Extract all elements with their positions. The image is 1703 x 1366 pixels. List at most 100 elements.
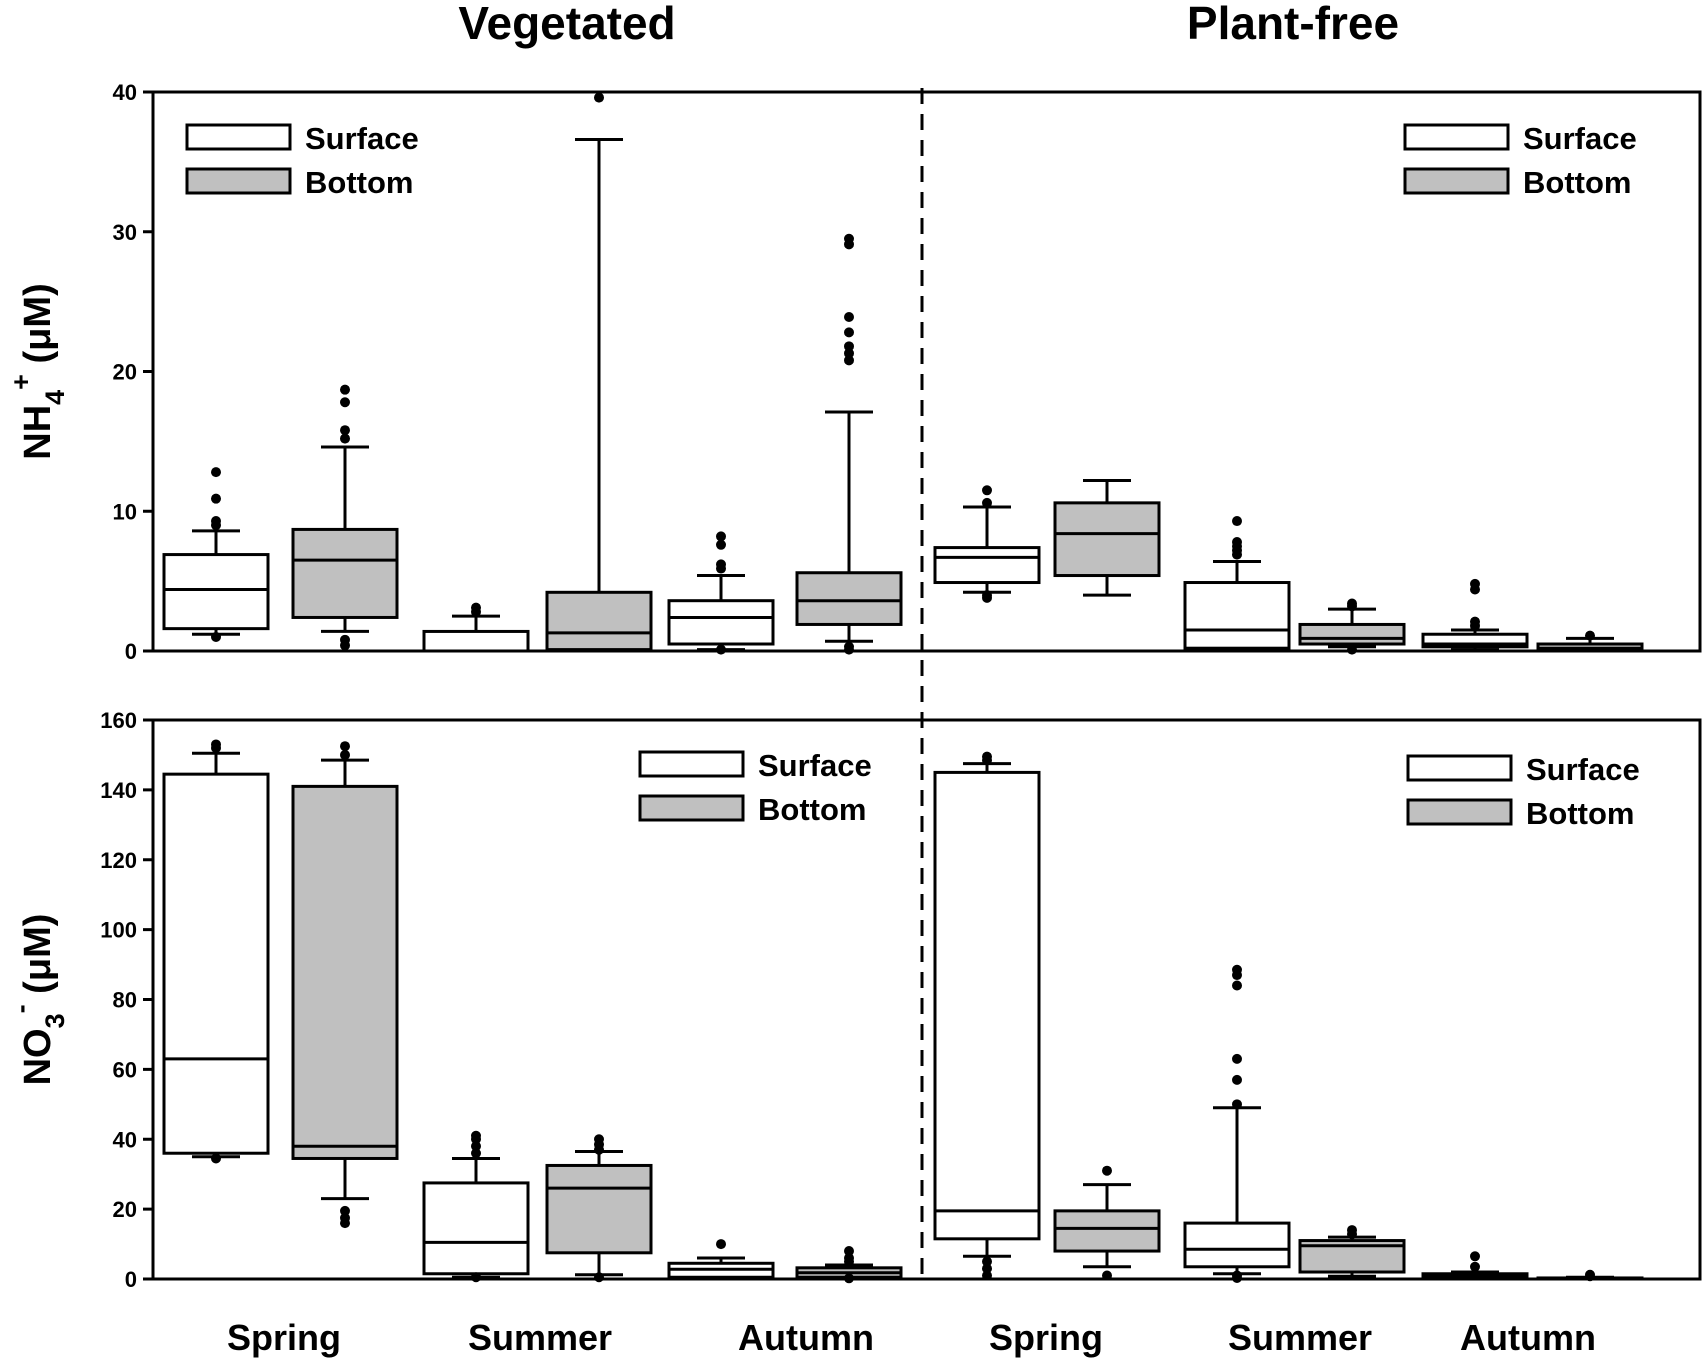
outlier-point	[1347, 1225, 1357, 1236]
box-body	[422, 1181, 530, 1276]
box-no3-vegetated-autumn-bottom	[795, 1246, 903, 1284]
outlier-point	[211, 493, 221, 504]
outlier-point	[844, 233, 854, 244]
y-tick-label-no3: 80	[113, 988, 137, 1013]
outlier-point	[1470, 616, 1480, 627]
outlier-point	[716, 531, 726, 542]
y-tick-label-nh4: 30	[113, 220, 137, 245]
legend-swatch-bottom	[638, 794, 745, 822]
box-nh4-plant-free-autumn-surface	[1421, 578, 1529, 652]
outlier-point	[211, 467, 221, 478]
y-tick-label-nh4: 0	[125, 639, 137, 664]
legend-swatch-surface	[638, 750, 745, 778]
box-body	[422, 629, 530, 653]
outlier-point	[340, 397, 350, 408]
outlier-point	[1232, 516, 1242, 527]
outlier-point	[1470, 1261, 1480, 1272]
legend-swatch-bottom	[185, 167, 292, 195]
outlier-point	[982, 1256, 992, 1267]
box-no3-vegetated-summer-surface	[422, 1130, 530, 1283]
y-tick-label-no3: 100	[100, 918, 137, 943]
y-tick-label-no3: 160	[100, 708, 137, 733]
legend-nh4-left: Surface Bottom	[185, 121, 419, 200]
box-no3-vegetated-summer-bottom	[545, 1134, 653, 1283]
outlier-point	[1232, 1099, 1242, 1110]
outlier-point	[340, 1205, 350, 1216]
outlier-point	[716, 539, 726, 550]
header-vegetated: Vegetated	[458, 0, 675, 49]
outlier-point	[844, 641, 854, 652]
outlier-point	[1470, 1251, 1480, 1262]
outlier-point	[594, 1134, 604, 1145]
box-body	[162, 772, 270, 1155]
outlier-point	[1232, 1074, 1242, 1085]
legend-label-bottom: Bottom	[1526, 796, 1634, 831]
outlier-point	[471, 1272, 481, 1283]
outlier-point	[340, 425, 350, 436]
outlier-point	[982, 590, 992, 601]
box-body	[933, 770, 1041, 1241]
panel-no3: 0 20 40 60 80 100 120 140 160 NO3- (μM) Surface Bot…	[6, 708, 1702, 1292]
legend-label-surface: Surface	[1526, 752, 1640, 787]
box-body	[291, 527, 399, 619]
box-nh4-vegetated-summer-surface	[422, 602, 530, 653]
category-label-spring-plant-free: Spring	[989, 1317, 1103, 1358]
outlier-point	[716, 559, 726, 570]
box-body	[1298, 622, 1406, 646]
legend-label-surface: Surface	[305, 121, 419, 156]
box-nh4-vegetated-autumn-surface	[667, 531, 775, 655]
legend-label-surface: Surface	[758, 748, 872, 783]
y-tick-label-nh4: 40	[113, 80, 137, 105]
box-nh4-plant-free-autumn-bottom	[1536, 630, 1644, 653]
y-tick-label-nh4: 20	[113, 360, 137, 385]
outlier-point	[594, 92, 604, 103]
outlier-point	[471, 1141, 481, 1152]
outlier-point	[844, 348, 854, 359]
outlier-point	[594, 1272, 604, 1283]
outlier-point	[211, 632, 221, 643]
outlier-point	[844, 311, 854, 322]
outlier-point	[340, 1212, 350, 1223]
category-label-autumn-vegetated: Autumn	[738, 1317, 874, 1358]
outlier-point	[211, 516, 221, 527]
box-nh4-vegetated-spring-surface	[162, 467, 270, 643]
box-no3-plant-free-autumn-bottom	[1536, 1269, 1644, 1282]
panel-nh4: 0 10 20 30 40 NH4+ (μM) Surface Bottom Surface Bo…	[6, 80, 1702, 664]
outlier-point	[471, 1130, 481, 1141]
outlier-point	[1470, 578, 1480, 589]
outlier-point	[340, 741, 350, 752]
box-no3-plant-free-autumn-surface	[1421, 1251, 1529, 1281]
outlier-point	[211, 1153, 221, 1164]
category-label-spring-vegetated: Spring	[227, 1317, 341, 1358]
y-tick-label-no3: 0	[125, 1267, 137, 1292]
outlier-point	[844, 1253, 854, 1264]
box-no3-plant-free-summer-surface	[1183, 964, 1291, 1283]
y-tick-label-no3: 60	[113, 1057, 137, 1082]
outlier-point	[211, 739, 221, 750]
outlier-point	[1232, 980, 1242, 991]
legend-label-surface: Surface	[1523, 121, 1637, 156]
box-nh4-plant-free-summer-bottom	[1298, 598, 1406, 655]
outlier-point	[982, 497, 992, 508]
outlier-point	[844, 341, 854, 352]
outlier-point	[716, 1239, 726, 1250]
category-label-summer-plant-free: Summer	[1228, 1317, 1372, 1358]
outlier-point	[982, 1263, 992, 1274]
box-body	[545, 1163, 653, 1255]
outlier-point	[982, 1270, 992, 1281]
outlier-point	[1347, 644, 1357, 655]
legend-swatch-bottom	[1406, 798, 1513, 826]
box-body	[291, 784, 399, 1160]
legend-label-bottom: Bottom	[1523, 165, 1631, 200]
y-tick-label-no3: 140	[100, 778, 137, 803]
legend-label-bottom: Bottom	[758, 792, 866, 827]
outlier-point	[471, 602, 481, 613]
box-body	[162, 553, 270, 631]
legend-swatch-surface	[1403, 123, 1510, 151]
box-nh4-plant-free-spring-surface	[933, 485, 1041, 603]
box-nh4-plant-free-summer-surface	[1183, 516, 1291, 652]
outlier-point	[1232, 1270, 1242, 1281]
y-tick-label-nh4: 10	[113, 499, 137, 524]
box-no3-vegetated-spring-bottom	[291, 741, 399, 1229]
